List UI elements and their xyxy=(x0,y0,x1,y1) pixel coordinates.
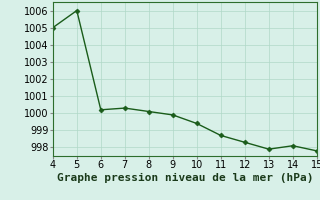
X-axis label: Graphe pression niveau de la mer (hPa): Graphe pression niveau de la mer (hPa) xyxy=(57,173,313,183)
